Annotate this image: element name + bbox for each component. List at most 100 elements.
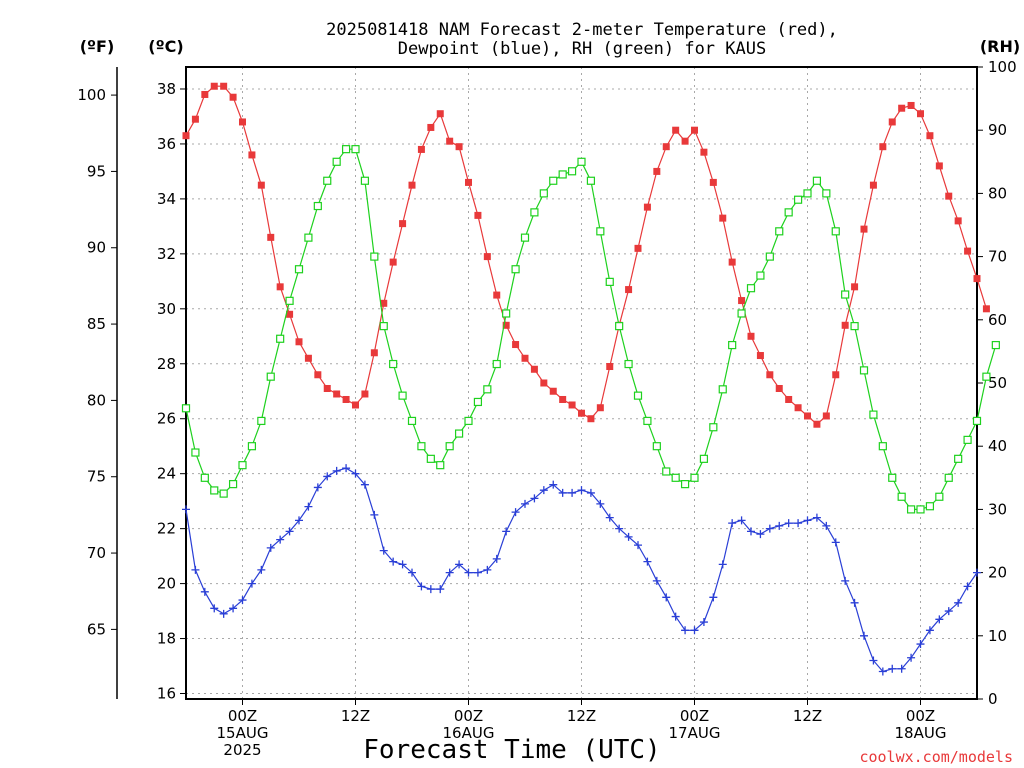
rh-point bbox=[944, 473, 953, 482]
temperature-point bbox=[323, 384, 331, 392]
dewpoint-point bbox=[973, 568, 981, 577]
temperature-point bbox=[549, 387, 557, 395]
temperature-point bbox=[822, 412, 830, 420]
rh-tick-label: 40 bbox=[988, 437, 1007, 455]
rh-point bbox=[530, 208, 539, 217]
rh-point bbox=[888, 473, 897, 482]
rh-point bbox=[549, 176, 558, 185]
temperature-point bbox=[728, 258, 736, 266]
dewpoint-point bbox=[662, 593, 671, 602]
celsius-unit-label: (ºC) bbox=[148, 37, 183, 56]
temperature-point bbox=[832, 371, 840, 379]
temperature-point bbox=[427, 123, 435, 131]
rh-tick-label: 70 bbox=[988, 248, 1007, 266]
rh-point bbox=[671, 473, 680, 482]
celsius-tick-label: 28 bbox=[157, 355, 176, 373]
dewpoint-point bbox=[841, 576, 850, 585]
temperature-point bbox=[813, 420, 821, 428]
rh-point bbox=[878, 442, 887, 451]
temperature-point bbox=[578, 409, 585, 417]
time-tick-label: 12Z bbox=[341, 707, 370, 725]
dewpoint-point bbox=[634, 541, 642, 550]
temperature-point bbox=[361, 390, 369, 398]
rh-point bbox=[379, 322, 388, 331]
dewpoint-point bbox=[304, 502, 313, 511]
dewpoint-point bbox=[200, 587, 209, 596]
time-tick-label: 15AUG bbox=[217, 724, 269, 742]
temperature-point bbox=[436, 110, 444, 118]
temperature-point bbox=[267, 233, 275, 241]
dewpoint-point bbox=[191, 565, 200, 574]
temperature-point bbox=[483, 253, 491, 261]
rh-point bbox=[577, 157, 586, 166]
rh-point bbox=[822, 189, 831, 198]
fahrenheit-tick-label: 85 bbox=[87, 315, 106, 333]
rh-point bbox=[407, 416, 417, 426]
dewpoint-point bbox=[718, 560, 727, 569]
temperature-point bbox=[681, 137, 689, 145]
rh-point bbox=[699, 454, 709, 463]
dewpoint-point bbox=[313, 483, 322, 492]
temperature-point bbox=[888, 118, 896, 126]
temperature-point bbox=[455, 143, 463, 151]
temperature-point bbox=[286, 310, 294, 318]
dewpoint-point bbox=[539, 486, 548, 495]
time-tick-label: 2025 bbox=[223, 741, 261, 759]
rh-tick-label: 30 bbox=[988, 500, 1007, 518]
dewpoint-point bbox=[577, 486, 586, 495]
temperature-point bbox=[634, 244, 642, 252]
dewpoint-point bbox=[765, 524, 774, 533]
dewpoint-point bbox=[643, 557, 652, 566]
temperature-point bbox=[606, 363, 614, 371]
rh-point bbox=[370, 252, 379, 261]
temperature-point bbox=[389, 258, 397, 266]
time-tick-label: 00Z bbox=[906, 707, 935, 725]
temperature-point bbox=[973, 275, 981, 283]
time-tick-label: 00Z bbox=[454, 707, 483, 725]
rh-point bbox=[690, 473, 699, 482]
temperature-point bbox=[672, 126, 680, 134]
dewpoint-point bbox=[916, 640, 925, 649]
rh-point bbox=[916, 505, 925, 514]
time-tick-label: 00Z bbox=[680, 707, 709, 725]
temperature-point bbox=[314, 371, 322, 379]
temperature-point bbox=[257, 181, 265, 189]
temperature-point bbox=[370, 349, 378, 357]
rh-point bbox=[294, 265, 304, 274]
dewpoint-point bbox=[831, 538, 840, 547]
rh-point bbox=[191, 448, 200, 457]
dewpoint-point bbox=[944, 607, 953, 616]
rh-point bbox=[285, 296, 294, 305]
temperature-point bbox=[775, 384, 783, 392]
temperature-point bbox=[785, 395, 793, 403]
rh-point bbox=[520, 233, 530, 242]
rh-point bbox=[991, 340, 1000, 350]
dewpoint-point bbox=[398, 560, 407, 569]
rh-point bbox=[897, 492, 906, 501]
rh-point bbox=[586, 176, 596, 185]
rh-point bbox=[935, 492, 944, 501]
rh-point bbox=[360, 176, 370, 185]
rh-tick-label: 90 bbox=[988, 121, 1007, 139]
dewpoint-point bbox=[671, 612, 680, 621]
dewpoint-point bbox=[389, 557, 398, 566]
dewpoint-point bbox=[775, 521, 784, 530]
rh-point bbox=[850, 322, 859, 331]
site-credit: coolwx.com/models bbox=[859, 748, 1013, 766]
dewpoint-point bbox=[483, 565, 492, 574]
rh-tick-label: 50 bbox=[988, 374, 1007, 392]
rh-point bbox=[615, 322, 624, 331]
temperature-point bbox=[333, 390, 341, 398]
rh-point bbox=[417, 442, 426, 451]
dewpoint-point bbox=[690, 626, 699, 635]
dewpoint-point bbox=[709, 593, 718, 602]
temperature-point bbox=[719, 214, 727, 222]
dewpoint-point bbox=[586, 488, 595, 497]
rh-point bbox=[803, 189, 812, 198]
dewpoint-point bbox=[907, 653, 916, 662]
dewpoint-point bbox=[323, 472, 332, 481]
celsius-tick-label: 22 bbox=[157, 520, 176, 538]
time-tick-label: 17AUG bbox=[669, 724, 721, 742]
celsius-tick-label: 30 bbox=[157, 300, 176, 318]
